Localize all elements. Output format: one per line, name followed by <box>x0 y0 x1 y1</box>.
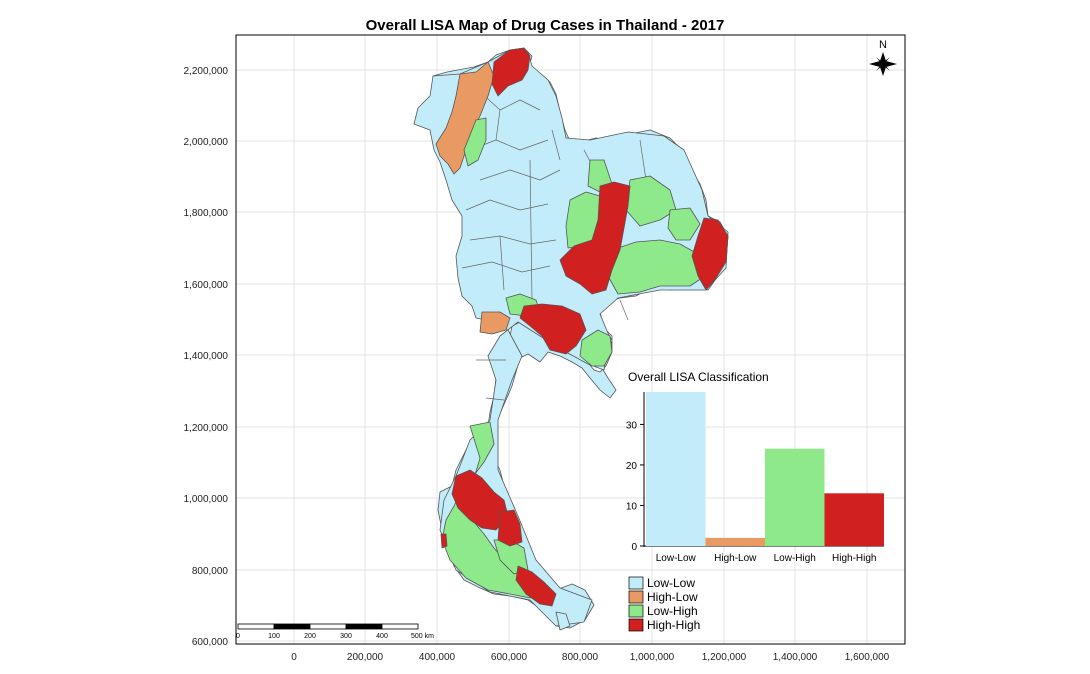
x-axis-labels: 0 200,000 400,000 600,000 800,000 1,000,… <box>291 652 889 663</box>
scale-label: 500 km <box>411 633 434 640</box>
inset-y-tick-label: 30 <box>626 420 638 431</box>
y-tick-label: 2,200,000 <box>184 66 229 77</box>
scale-label: 300 <box>340 633 352 640</box>
scale-label: 100 <box>268 633 280 640</box>
y-tick-label: 1,800,000 <box>184 208 229 219</box>
north-arrow-icon: N <box>869 39 897 76</box>
legend-swatch-low-high <box>628 604 644 618</box>
region-high-high-north <box>491 47 531 97</box>
y-tick-label: 1,400,000 <box>184 351 229 362</box>
map-frame <box>235 34 906 645</box>
legend-label: Low-High <box>647 604 698 618</box>
inset-bar-high-high <box>824 493 884 546</box>
scale-bar: 0 100 200 300 400 500 km <box>236 623 434 640</box>
region-low-high-ne-3 <box>625 175 677 227</box>
legend-swatch-high-low <box>628 590 644 604</box>
inset-x-tick-label: Low-Low <box>656 553 697 564</box>
x-tick-label: 800,000 <box>562 652 599 663</box>
region-high-high-south-2 <box>497 509 523 547</box>
thailand-map <box>413 47 729 631</box>
x-tick-label: 1,200,000 <box>702 652 747 663</box>
y-tick-label: 800,000 <box>192 566 229 577</box>
y-tick-label: 1,600,000 <box>184 280 229 291</box>
region-high-high-ne-2 <box>691 217 729 291</box>
region-high-low-central <box>479 311 511 335</box>
scale-label: 400 <box>376 633 388 640</box>
y-tick-label: 600,000 <box>192 637 229 648</box>
region-low-high-ne-4 <box>667 207 701 241</box>
region-low-high-east <box>579 329 613 367</box>
x-tick-label: 0 <box>291 652 297 663</box>
island-southwest <box>555 611 571 631</box>
y-axis-labels: 2,200,000 2,000,000 1,800,000 1,600,000 … <box>184 66 229 648</box>
y-tick-label: 2,000,000 <box>184 137 229 148</box>
scale-label: 200 <box>304 633 316 640</box>
inset-bars <box>646 392 884 546</box>
map-legend: Low-Low High-Low Low-High High-High <box>628 576 700 632</box>
legend-label: Low-Low <box>647 576 695 590</box>
inset-bar-low-high <box>765 448 825 546</box>
x-tick-label: 200,000 <box>347 652 384 663</box>
inset-chart-title: Overall LISA Classification <box>628 370 769 384</box>
x-tick-label: 400,000 <box>419 652 456 663</box>
inset-y-ticks: 0 10 20 30 <box>626 420 644 553</box>
inset-bar-low-low <box>646 392 706 546</box>
inset-y-tick-label: 20 <box>626 461 638 472</box>
region-high-high-south-3 <box>515 565 557 607</box>
x-tick-label: 1,400,000 <box>773 652 818 663</box>
region-high-high-central <box>519 303 587 355</box>
inset-x-tick-label: High-High <box>832 553 876 564</box>
legend-label: High-Low <box>647 590 698 604</box>
y-tick-label: 1,000,000 <box>184 494 229 505</box>
map-title: Overall LISA Map of Drug Cases in Thaila… <box>366 17 725 34</box>
inset-y-tick-label: 0 <box>631 542 637 553</box>
province-borders <box>461 87 669 401</box>
x-tick-label: 600,000 <box>491 652 528 663</box>
region-low-high-ne-5 <box>607 239 703 295</box>
north-label: N <box>879 39 887 51</box>
inset-y-tick-label: 10 <box>626 501 638 512</box>
legend-label: High-High <box>647 618 700 632</box>
legend-swatch-low-low <box>628 576 644 590</box>
inset-x-labels: Low-Low High-Low Low-High High-High <box>656 553 877 564</box>
inset-x-tick-label: Low-High <box>774 553 816 564</box>
y-tick-label: 1,200,000 <box>184 423 229 434</box>
region-low-high-north <box>463 117 487 167</box>
inset-bar-high-low <box>705 537 765 546</box>
x-tick-label: 1,000,000 <box>630 652 675 663</box>
region-high-high-ne-1 <box>559 181 631 295</box>
island-west <box>440 533 448 549</box>
x-tick-label: 1,600,000 <box>845 652 890 663</box>
region-high-low-north <box>435 61 495 175</box>
scale-label: 0 <box>236 633 240 640</box>
legend-swatch-high-high <box>628 618 644 632</box>
inset-x-tick-label: High-Low <box>714 553 757 564</box>
inset-bar-chart: Overall LISA Classification 0 10 20 30 Low-… <box>626 370 884 564</box>
